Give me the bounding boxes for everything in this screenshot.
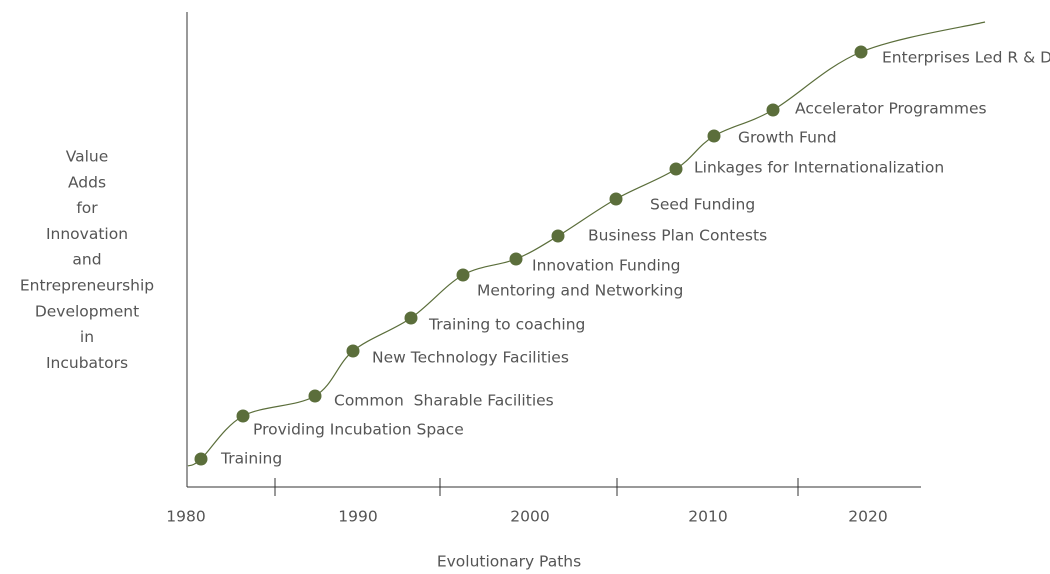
y-axis-label-line: and (72, 251, 101, 269)
node-label: Linkages for Internationalization (694, 159, 944, 177)
x-axis-label: Evolutionary Paths (437, 553, 581, 571)
x-label: 2020 (848, 508, 887, 526)
node-dot (854, 45, 868, 59)
x-label: 1990 (338, 508, 377, 526)
node-label: Accelerator Programmes (795, 100, 987, 118)
node-label: Enterprises Led R & D (882, 49, 1050, 67)
y-axis-label-line: Innovation (46, 225, 128, 243)
node-label: Business Plan Contests (588, 227, 767, 245)
x-label: 1980 (166, 508, 205, 526)
node-label: Growth Fund (738, 129, 837, 147)
node-dot (766, 103, 780, 117)
y-axis-label-line: Entrepreneurship (20, 277, 154, 295)
node-label: Common Sharable Facilities (334, 392, 554, 410)
y-axis-label-line: Value (66, 148, 109, 166)
node-dot (346, 344, 360, 358)
node-label: Training (220, 450, 282, 468)
node-dot (404, 311, 418, 325)
node-dot (551, 229, 565, 243)
node-label: Seed Funding (650, 196, 755, 214)
x-ticks (274, 478, 799, 496)
node-label: Training to coaching (428, 316, 585, 334)
y-axis-label-line: Development (35, 302, 139, 320)
y-axis-label-line: for (76, 199, 98, 217)
curve (187, 21, 986, 467)
node-label: Providing Incubation Space (253, 421, 464, 439)
x-label: 2000 (510, 508, 549, 526)
y-axis-label-line: in (80, 328, 94, 346)
node-label: Innovation Funding (532, 257, 681, 275)
x-label: 2010 (688, 508, 727, 526)
node-dot (509, 252, 523, 266)
node-dot (308, 389, 322, 403)
node-dot (707, 129, 721, 143)
node-label: Mentoring and Networking (477, 282, 683, 300)
node-dot (669, 162, 683, 176)
node-dot (609, 192, 623, 206)
node-label: New Technology Facilities (372, 349, 569, 367)
node-dot (456, 268, 470, 282)
node-dot (236, 409, 250, 423)
y-axis-label-line: Adds (68, 173, 106, 191)
y-axis-label-line: Incubators (46, 354, 128, 372)
node-dot (194, 452, 208, 466)
